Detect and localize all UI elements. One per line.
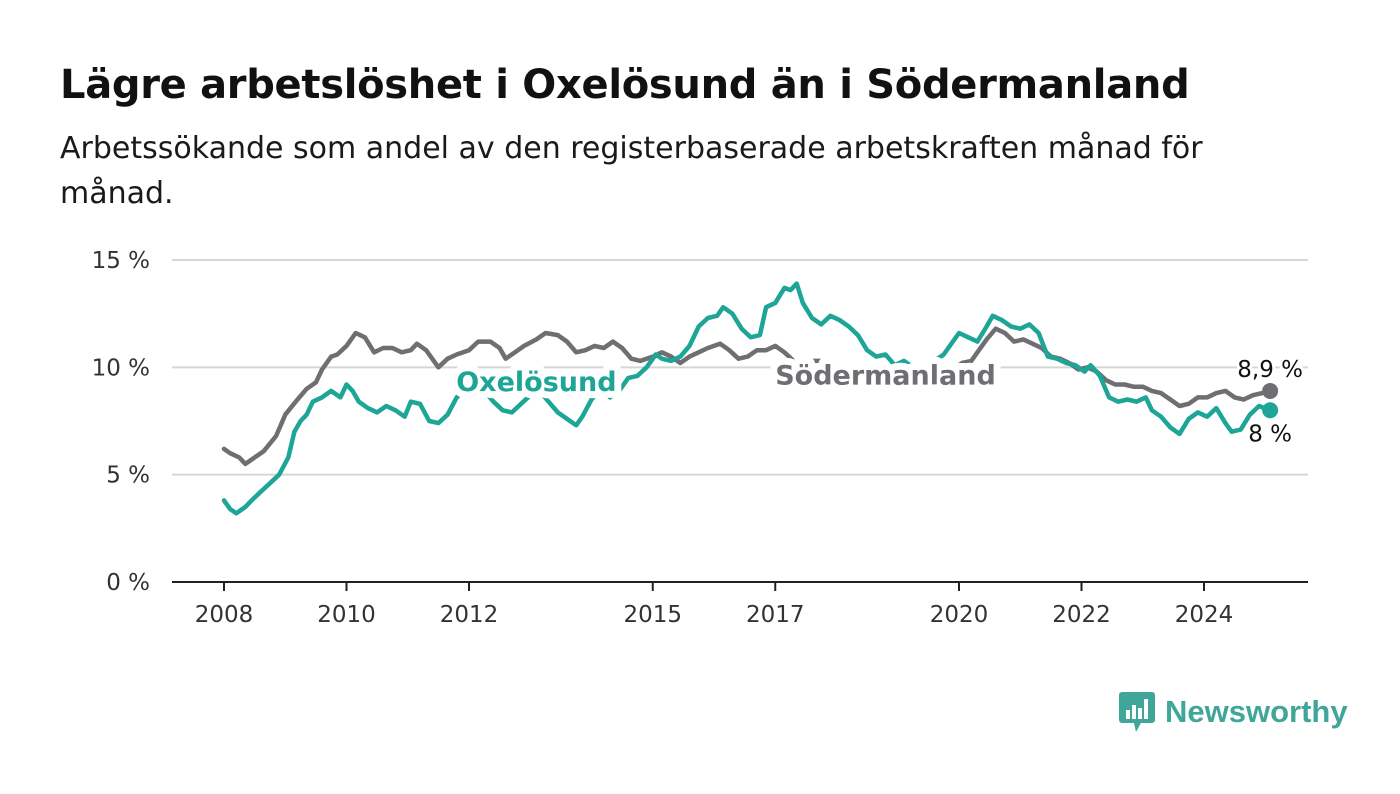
y-tick-label: 5 % <box>106 463 150 489</box>
chart-title: Lägre arbetslöshet i Oxelösund än i Söde… <box>60 62 1190 108</box>
series-annotations: Oxelösund Södermanland <box>449 354 1003 405</box>
series-label-oxelosund: Oxelösund <box>456 367 616 398</box>
series-line-oxelosund <box>221 281 1273 516</box>
x-tick-label: 2020 <box>930 602 989 628</box>
newsworthy-logo[interactable]: Newsworthy <box>1119 690 1348 734</box>
y-tick-label: 15 % <box>92 248 150 274</box>
x-tick-label: 2024 <box>1175 602 1234 628</box>
end-markers: 8,9 % 8 % <box>1234 354 1306 450</box>
x-axis <box>172 581 1308 591</box>
x-tick-label: 2022 <box>1052 602 1111 628</box>
x-tick-label: 2015 <box>623 602 682 628</box>
gridlines <box>172 259 1308 476</box>
x-tick-label: 2017 <box>746 602 805 628</box>
y-tick-label: 0 % <box>106 570 150 596</box>
series-label-sodermanland: Södermanland <box>775 361 996 392</box>
x-tick-label: 2008 <box>195 602 254 628</box>
y-tick-label: 10 % <box>92 355 150 381</box>
end-marker-oxelosund <box>1262 402 1279 419</box>
chart-speech-bubble-icon <box>1119 692 1155 732</box>
brand-name: Newsworthy <box>1165 694 1348 729</box>
end-marker-sodermanland <box>1262 382 1279 399</box>
series-lines <box>221 281 1273 516</box>
x-tick-label: 2010 <box>317 602 376 628</box>
chart-subtitle: Arbetssökande som andel av den registerb… <box>60 131 1203 211</box>
y-axis-tick-labels: 0 % 5 % 10 % 15 % <box>92 248 150 596</box>
x-axis-tick-labels: 2008 2010 2012 2015 2017 2020 2022 2024 <box>195 602 1234 628</box>
x-tick-label: 2012 <box>440 602 499 628</box>
end-value-label: 8,9 % <box>1237 357 1303 383</box>
series-line-sodermanland <box>221 326 1273 467</box>
end-value-label: 8 % <box>1248 421 1292 447</box>
